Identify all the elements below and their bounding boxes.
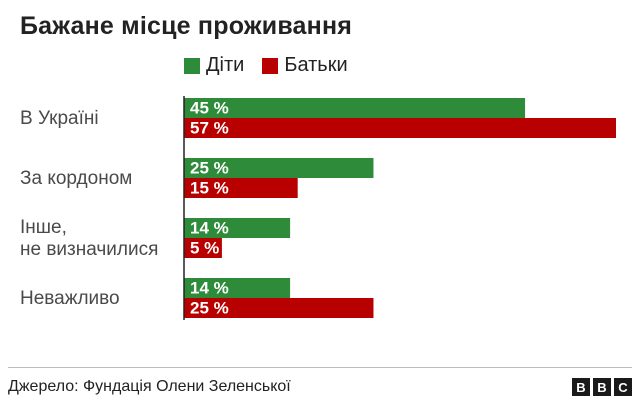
data-label-children: 14 %	[190, 279, 229, 298]
legend-label-parents: Батьки	[284, 54, 348, 76]
data-label-children: 45 %	[190, 99, 229, 118]
bbc-logo: B B C	[572, 378, 632, 396]
bar-children	[184, 98, 526, 118]
legend: Діти Батьки	[184, 54, 348, 77]
bar-parents	[184, 298, 374, 318]
data-label-children: 25 %	[190, 159, 229, 178]
data-label-parents: 5 %	[190, 239, 219, 258]
bbc-logo-block: C	[614, 378, 632, 396]
category-label-other: не визначилися	[20, 239, 158, 260]
legend-swatch-parents	[262, 57, 279, 74]
bar-children	[184, 158, 374, 178]
data-label-parents: 57 %	[190, 119, 229, 138]
data-label-parents: 25 %	[190, 299, 229, 318]
bar-parents	[184, 178, 298, 198]
source-note: Джерело: Фундація Олени Зеленської	[8, 378, 291, 395]
footer-divider	[8, 367, 632, 368]
legend-label-children: Діти	[206, 54, 245, 76]
legend-swatch-children	[184, 57, 200, 74]
data-label-children: 14 %	[190, 219, 229, 238]
category-label-unimportant: Неважливо	[20, 288, 120, 309]
legend-item-parents: Батьки	[262, 54, 348, 77]
category-label-other: Інше,	[20, 217, 67, 238]
bar-children	[184, 218, 291, 238]
chart-title: Бажане місце проживання	[20, 12, 353, 40]
legend-item-children: Діти	[184, 54, 244, 77]
bar-parents	[184, 238, 222, 258]
category-label-ukraine: В Україні	[20, 108, 99, 129]
bbc-logo-block: B	[572, 378, 590, 396]
bbc-logo-block: B	[593, 378, 611, 396]
data-label-parents: 15 %	[190, 179, 229, 198]
bar-children	[184, 278, 291, 298]
category-label-abroad: За кордоном	[20, 168, 132, 189]
bar-parents	[184, 118, 616, 138]
